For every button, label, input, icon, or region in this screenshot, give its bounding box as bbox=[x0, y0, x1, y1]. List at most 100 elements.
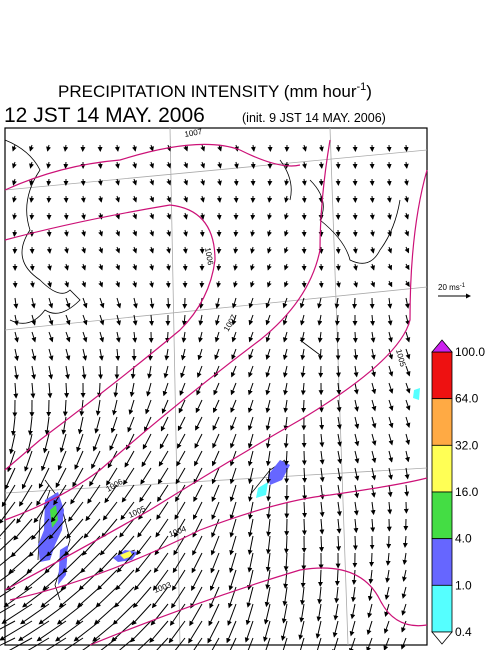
wind-arrow bbox=[14, 348, 19, 362]
wind-arrow bbox=[115, 195, 120, 203]
wind-arrow bbox=[266, 484, 272, 502]
wind-arrow bbox=[354, 450, 360, 464]
wind-arrow bbox=[388, 416, 394, 429]
wind-arrow bbox=[282, 348, 288, 361]
wind-arrow bbox=[334, 586, 340, 604]
wind-arrow bbox=[29, 144, 34, 152]
wind-arrow bbox=[284, 195, 290, 203]
wind-arrow bbox=[58, 586, 84, 608]
wind-arrow bbox=[300, 365, 306, 378]
wind-arrow bbox=[405, 416, 411, 428]
wind-arrow bbox=[64, 382, 70, 399]
wind-arrow bbox=[228, 569, 237, 591]
wind-arrow bbox=[334, 314, 340, 326]
wind-arrow bbox=[182, 229, 188, 237]
wind-arrow bbox=[70, 484, 84, 505]
wind-arrow bbox=[40, 586, 67, 608]
wind-arrow bbox=[12, 229, 18, 237]
wind-arrow bbox=[21, 467, 33, 490]
wind-arrow bbox=[87, 484, 101, 504]
wind-arrow bbox=[366, 637, 373, 650]
wind-arrow bbox=[263, 603, 271, 625]
wind-arrow bbox=[265, 297, 271, 309]
wind-arrow bbox=[283, 535, 289, 554]
wind-arrow bbox=[265, 399, 271, 414]
wind-arrow bbox=[404, 297, 410, 309]
wind-arrow bbox=[283, 280, 289, 288]
wind-arrow bbox=[171, 569, 186, 591]
wind-arrow bbox=[174, 501, 186, 520]
wind-arrow bbox=[13, 518, 33, 541]
wind-arrow bbox=[198, 331, 203, 343]
wind-arrow bbox=[31, 365, 37, 380]
wind-arrow bbox=[369, 212, 375, 220]
wind-arrow bbox=[229, 433, 237, 449]
wind-arrow bbox=[233, 178, 239, 186]
wind-arrow bbox=[210, 552, 220, 574]
wind-arrow bbox=[98, 246, 104, 254]
wind-arrow bbox=[267, 229, 272, 237]
wind-arrow bbox=[216, 280, 222, 288]
wind-arrow bbox=[193, 484, 203, 502]
wind-arrow bbox=[24, 450, 33, 472]
map-frame bbox=[4, 127, 428, 646]
wind-arrow bbox=[98, 280, 104, 288]
wind-arrow bbox=[371, 399, 377, 412]
wind-arrow bbox=[383, 620, 390, 634]
wind-arrow bbox=[388, 348, 394, 360]
colorbar-label: 1.0 bbox=[455, 578, 472, 592]
wind-arrow bbox=[144, 416, 152, 433]
wind-arrow bbox=[367, 603, 373, 619]
wind-arrow bbox=[302, 501, 308, 518]
wind-arrow bbox=[81, 263, 87, 271]
wind-arrow bbox=[405, 399, 411, 411]
wind-arrow bbox=[247, 518, 254, 538]
wind-arrow bbox=[265, 348, 271, 360]
wind-arrow bbox=[250, 280, 255, 288]
wind-arrow bbox=[19, 484, 33, 507]
wind-arrow bbox=[126, 433, 135, 451]
wind-arrow bbox=[29, 161, 34, 169]
wind-arrow bbox=[371, 467, 377, 481]
wind-arrow bbox=[12, 195, 17, 203]
wind-arrow bbox=[64, 263, 69, 271]
wind-arrow bbox=[230, 365, 237, 378]
wind-arrow bbox=[149, 178, 155, 186]
wind-arrow bbox=[160, 416, 169, 432]
wind-arrow bbox=[263, 620, 271, 642]
wind-arrow bbox=[250, 246, 256, 254]
wind-arrow bbox=[191, 552, 203, 574]
wind-arrow bbox=[217, 161, 222, 169]
wind-arrow bbox=[82, 297, 88, 309]
wind-arrow bbox=[332, 620, 339, 638]
wind-arrow bbox=[283, 552, 289, 572]
wind-arrow bbox=[77, 586, 101, 608]
wind-arrow bbox=[369, 195, 375, 203]
wind-arrow bbox=[404, 484, 410, 497]
wind-arrow bbox=[247, 467, 254, 485]
wind-arrow bbox=[388, 467, 393, 480]
wind-arrow bbox=[147, 365, 153, 379]
wind-arrow bbox=[95, 399, 101, 416]
wind-arrow bbox=[13, 297, 19, 309]
wind-arrow bbox=[115, 569, 135, 591]
wind-arrow bbox=[199, 229, 205, 237]
wind-arrow bbox=[9, 433, 16, 455]
wind-arrow bbox=[180, 348, 186, 361]
wind-arrow bbox=[63, 161, 69, 169]
wind-arrow bbox=[183, 178, 189, 186]
wind-arrow bbox=[176, 450, 186, 467]
wind-arrow bbox=[0, 603, 16, 614]
wind-arrow bbox=[299, 603, 305, 623]
wind-arrow bbox=[211, 637, 220, 650]
wind-arrow bbox=[370, 518, 376, 533]
wind-arrow bbox=[335, 144, 341, 152]
wind-arrow bbox=[57, 450, 67, 471]
wind-arrow bbox=[41, 450, 50, 472]
wind-arrow bbox=[211, 450, 220, 467]
wind-arrow bbox=[265, 365, 271, 378]
wind-arrow bbox=[250, 161, 256, 169]
wind-arrow bbox=[151, 586, 169, 609]
wind-arrow bbox=[282, 297, 288, 309]
wind-arrow bbox=[210, 535, 220, 556]
